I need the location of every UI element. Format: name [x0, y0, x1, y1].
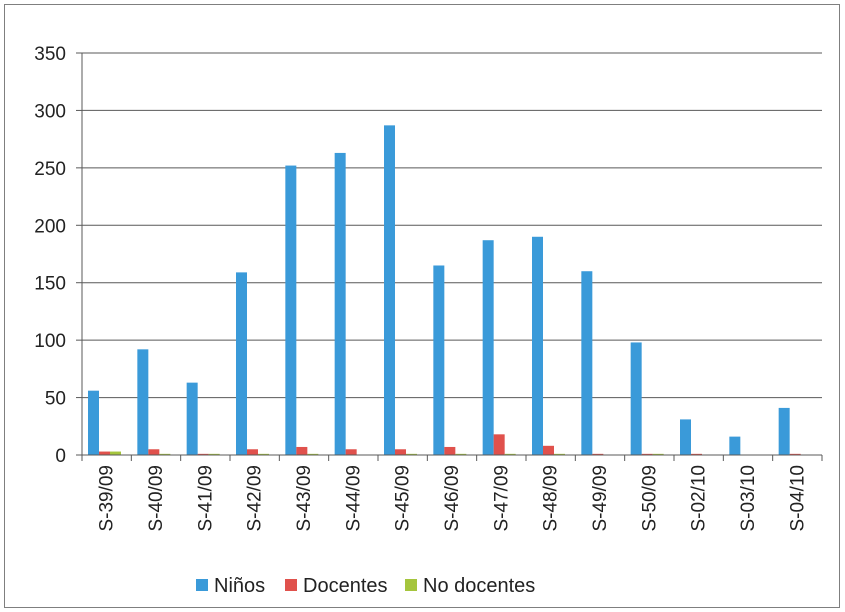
bar-docentes	[197, 453, 209, 455]
bar-no-docentes	[258, 453, 269, 455]
bar-docentes	[789, 453, 801, 455]
y-tick-label: 250	[34, 159, 66, 180]
legend-label: No docentes	[423, 575, 535, 597]
legend-swatch	[405, 579, 417, 591]
x-tick-label: S-47/09	[491, 465, 512, 532]
bar-docentes	[691, 453, 702, 455]
y-tick-label: 50	[45, 389, 66, 410]
legend-swatch	[285, 579, 297, 591]
chart-frame	[4, 4, 840, 608]
y-tick-label: 300	[34, 101, 66, 122]
x-tick-label: S-49/09	[590, 465, 611, 532]
bar-niños	[236, 272, 247, 455]
legend: Niños Docentes No docentes	[196, 575, 535, 597]
bar-docentes	[247, 449, 258, 455]
x-tick-label: S-02/10	[689, 465, 710, 532]
x-tick-label: S-43/09	[294, 465, 315, 532]
x-tick-label: S-42/09	[245, 465, 266, 532]
bar-docentes	[296, 446, 308, 455]
bars	[88, 125, 801, 456]
y-tick-label: 100	[34, 331, 66, 352]
bar-niños	[581, 271, 593, 455]
x-tick-label: S-44/09	[343, 465, 364, 532]
bar-docentes	[592, 453, 604, 455]
x-tick-labels: S-39/09 S-40/09 S-41/09 S-42/09 S-43/09 S-44/…	[97, 465, 809, 532]
bar-docentes	[444, 446, 456, 455]
bar-niños	[680, 419, 691, 455]
bar-niños	[384, 125, 395, 456]
bar-niños	[137, 349, 149, 455]
legend-label: Niños	[214, 575, 265, 597]
bar-no-docentes	[208, 453, 220, 455]
bar-niños	[778, 407, 790, 455]
y-tick-labels: 0 50 100 150 200 250 300 350	[34, 44, 66, 467]
bar-niños	[433, 265, 445, 455]
y-tick-label: 200	[34, 216, 66, 237]
bar-no-docentes	[159, 453, 171, 455]
gridlines	[82, 52, 822, 399]
x-tick-label: S-45/09	[393, 465, 414, 532]
x-tick-label: S-03/10	[738, 465, 759, 532]
bar-docentes	[148, 449, 160, 455]
bar-docentes	[641, 453, 653, 455]
x-tick-label: S-48/09	[541, 465, 562, 532]
bar-no-docentes	[406, 453, 417, 455]
x-tick-label: S-39/09	[97, 465, 118, 532]
axes	[76, 52, 823, 461]
bar-no-docentes	[504, 453, 516, 455]
bar-no-docentes	[554, 453, 565, 455]
bar-niños	[729, 436, 741, 455]
bar-no-docentes	[652, 453, 664, 455]
y-tick-label: 350	[34, 44, 66, 65]
bar-niños	[532, 236, 543, 455]
bar-docentes	[543, 445, 554, 455]
x-tick-label: S-41/09	[195, 465, 216, 532]
bar-niños	[285, 165, 297, 455]
bar-docentes	[395, 449, 406, 455]
y-tick-label: 0	[55, 446, 66, 467]
bar-no-docentes	[307, 453, 319, 455]
bar-niños	[630, 342, 642, 455]
x-tick-label: S-50/09	[639, 465, 660, 532]
bar-docentes	[345, 449, 357, 455]
y-tick-label: 150	[34, 274, 66, 295]
bar-no-docentes	[110, 451, 121, 455]
bar-docentes	[99, 451, 110, 455]
bar-no-docentes	[455, 453, 467, 455]
bar-niños	[334, 152, 346, 455]
x-tick-label: S-04/10	[787, 465, 808, 532]
bar-niños	[482, 240, 494, 455]
x-tick-label: S-46/09	[442, 465, 463, 532]
bar-niños	[88, 390, 99, 455]
bar-niños	[186, 382, 198, 455]
legend-label: Docentes	[303, 575, 388, 597]
legend-swatch	[196, 579, 208, 591]
x-tick-label: S-40/09	[146, 465, 167, 532]
bar-docentes	[493, 434, 505, 455]
